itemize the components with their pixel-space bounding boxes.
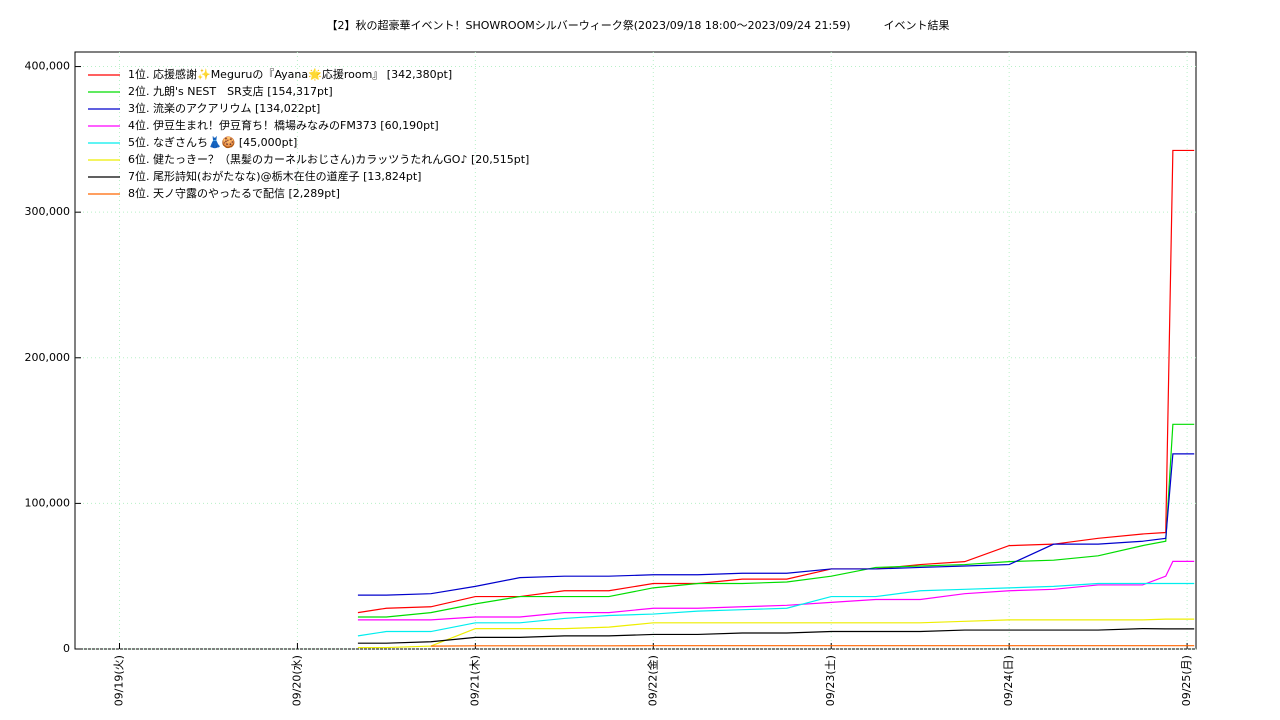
legend-label: 1位. 応援感謝✨Meguruの『Ayana🌟応援room』 [342,380p… xyxy=(128,67,452,81)
y-tick-label: 100,000 xyxy=(25,496,71,509)
legend-label: 8位. 天ノ守露のやったるで配信 [2,289pt] xyxy=(128,186,340,200)
x-tick-label: 09/20(水) xyxy=(290,655,303,706)
x-tick-label: 09/21(木) xyxy=(468,655,481,706)
series-line xyxy=(357,423,1195,618)
legend-label: 2位. 九朗's NEST SR支店 [154,317pt] xyxy=(128,84,333,98)
chart-title: 【2】秋の超豪華イベント！SHOWROOMシルバーウィーク祭(2023/09/1… xyxy=(326,18,949,32)
x-tick-label: 09/24(日) xyxy=(1002,655,1015,706)
x-tick-label: 09/19(火) xyxy=(112,655,125,706)
legend-label: 5位. なぎさんち👗🍪 [45,000pt] xyxy=(128,135,297,149)
y-tick-label: 0 xyxy=(63,642,70,655)
x-tick-label: 09/22(金) xyxy=(645,655,659,706)
series-line xyxy=(357,628,1195,644)
x-tick-label: 09/23(土) xyxy=(824,655,837,706)
series-line xyxy=(357,618,1195,649)
series-line xyxy=(357,582,1195,637)
series-line xyxy=(357,453,1195,596)
x-tick-label: 09/25(月) xyxy=(1180,655,1193,706)
series-line xyxy=(357,149,1195,614)
y-tick-label: 200,000 xyxy=(25,351,71,364)
y-tick-label: 400,000 xyxy=(25,60,71,73)
series-line xyxy=(357,560,1195,621)
legend-label: 3位. 流楽のアクアリウム [134,022pt] xyxy=(128,101,320,115)
legend-label: 4位. 伊豆生まれ！伊豆育ち！橋場みなみのFM373 [60,190pt] xyxy=(128,118,439,132)
legend-label: 6位. 健たっきー？（黒髪のカーネルおじさん)カラッツうたれんGO♪ [20,5… xyxy=(128,152,529,166)
legend-label: 7位. 尾形詩知(おがたなな)@栃木在住の道産子 [13,824pt] xyxy=(128,169,421,183)
y-tick-label: 300,000 xyxy=(25,205,71,218)
